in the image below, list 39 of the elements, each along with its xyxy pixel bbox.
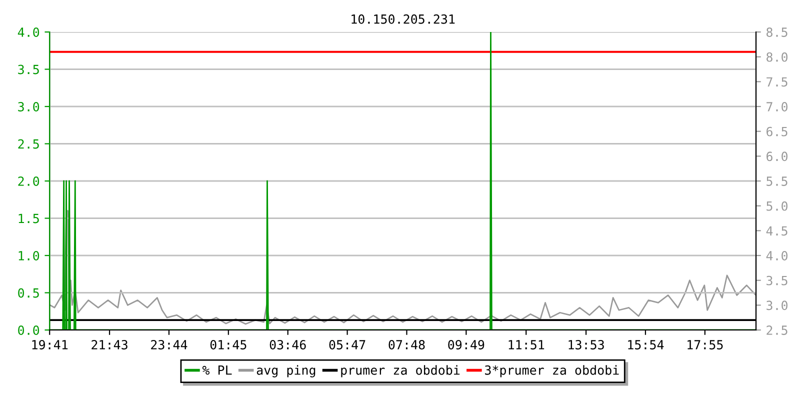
y2-tick-label: 4.0 (766, 251, 788, 260)
y-tick-label: 2.5 (18, 139, 39, 149)
chart-title: 10.150.205.231 (352, 14, 455, 24)
y-tick-label: 1.5 (18, 214, 39, 224)
y2-tick-label: 7.5 (766, 77, 788, 87)
x-tick-label: 07:48 (388, 340, 425, 350)
x-tick-label: 13:53 (568, 340, 604, 350)
legend-label: prumer za obdobi (341, 365, 460, 378)
x-tick-label: 19:41 (32, 340, 68, 350)
legend-label: avg ping (256, 365, 316, 378)
y-tick-label: 4.0 (18, 28, 40, 37)
x-tick-label: 09:49 (448, 340, 484, 350)
y-tick-label: 1.0 (18, 251, 40, 260)
y2-tick-label: 3.0 (766, 300, 788, 310)
x-tick-label: 11:51 (508, 340, 544, 350)
y2-tick-label: 2.5 (766, 326, 788, 335)
y2-tick-label: 8.0 (766, 52, 788, 62)
y2-tick-label: 6.5 (766, 126, 788, 136)
legend-label: 3*prumer za obdobi (485, 365, 619, 378)
x-tick-label: 05:47 (329, 340, 366, 350)
x-tick-label: 01:45 (210, 340, 246, 350)
x-tick-label: 03:46 (270, 340, 306, 350)
x-tick-label: 21:43 (92, 340, 128, 350)
y-tick-label: 2.0 (18, 176, 40, 186)
y2-tick-label: 5.5 (766, 176, 788, 186)
y2-tick-label: 6.0 (766, 152, 788, 162)
legend-label: % PL (202, 366, 232, 375)
y-tick-label: 3.0 (18, 102, 40, 112)
y2-tick-label: 5.0 (766, 201, 788, 211)
y-tick-label: 0.5 (18, 288, 39, 298)
y2-tick-label: 4.5 (766, 226, 788, 236)
x-tick-label: 15:54 (628, 340, 664, 350)
y-tick-label: 3.5 (18, 64, 39, 74)
y2-tick-label: 7.0 (766, 102, 788, 112)
x-tick-label: 23:44 (151, 340, 188, 350)
y2-tick-label: 8.5 (766, 28, 788, 37)
y2-tick-label: 3.5 (766, 276, 788, 286)
x-tick-label: 17:55 (688, 340, 723, 350)
y-tick-label: 0.0 (18, 326, 40, 335)
